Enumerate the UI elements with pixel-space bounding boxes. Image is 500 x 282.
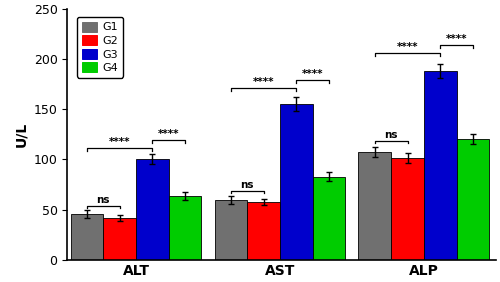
- Bar: [358, 153, 391, 260]
- Bar: [456, 139, 490, 260]
- Text: ns: ns: [240, 180, 254, 190]
- Text: ****: ****: [253, 77, 274, 87]
- Text: ****: ****: [302, 69, 324, 79]
- Bar: [214, 200, 247, 260]
- Y-axis label: U/L: U/L: [14, 122, 28, 147]
- Bar: [168, 195, 202, 260]
- Text: ****: ****: [109, 137, 130, 147]
- Bar: [280, 104, 312, 260]
- Text: ns: ns: [384, 131, 398, 140]
- Text: ****: ****: [397, 42, 418, 52]
- Text: ****: ****: [158, 129, 180, 139]
- Bar: [312, 177, 346, 260]
- Bar: [391, 158, 424, 260]
- Bar: [104, 218, 136, 260]
- Legend: G1, G2, G3, G4: G1, G2, G3, G4: [77, 17, 123, 78]
- Bar: [424, 71, 456, 260]
- Bar: [70, 213, 104, 260]
- Text: ****: ****: [446, 34, 468, 44]
- Text: ns: ns: [96, 195, 110, 204]
- Bar: [247, 202, 280, 260]
- Bar: [136, 159, 168, 260]
